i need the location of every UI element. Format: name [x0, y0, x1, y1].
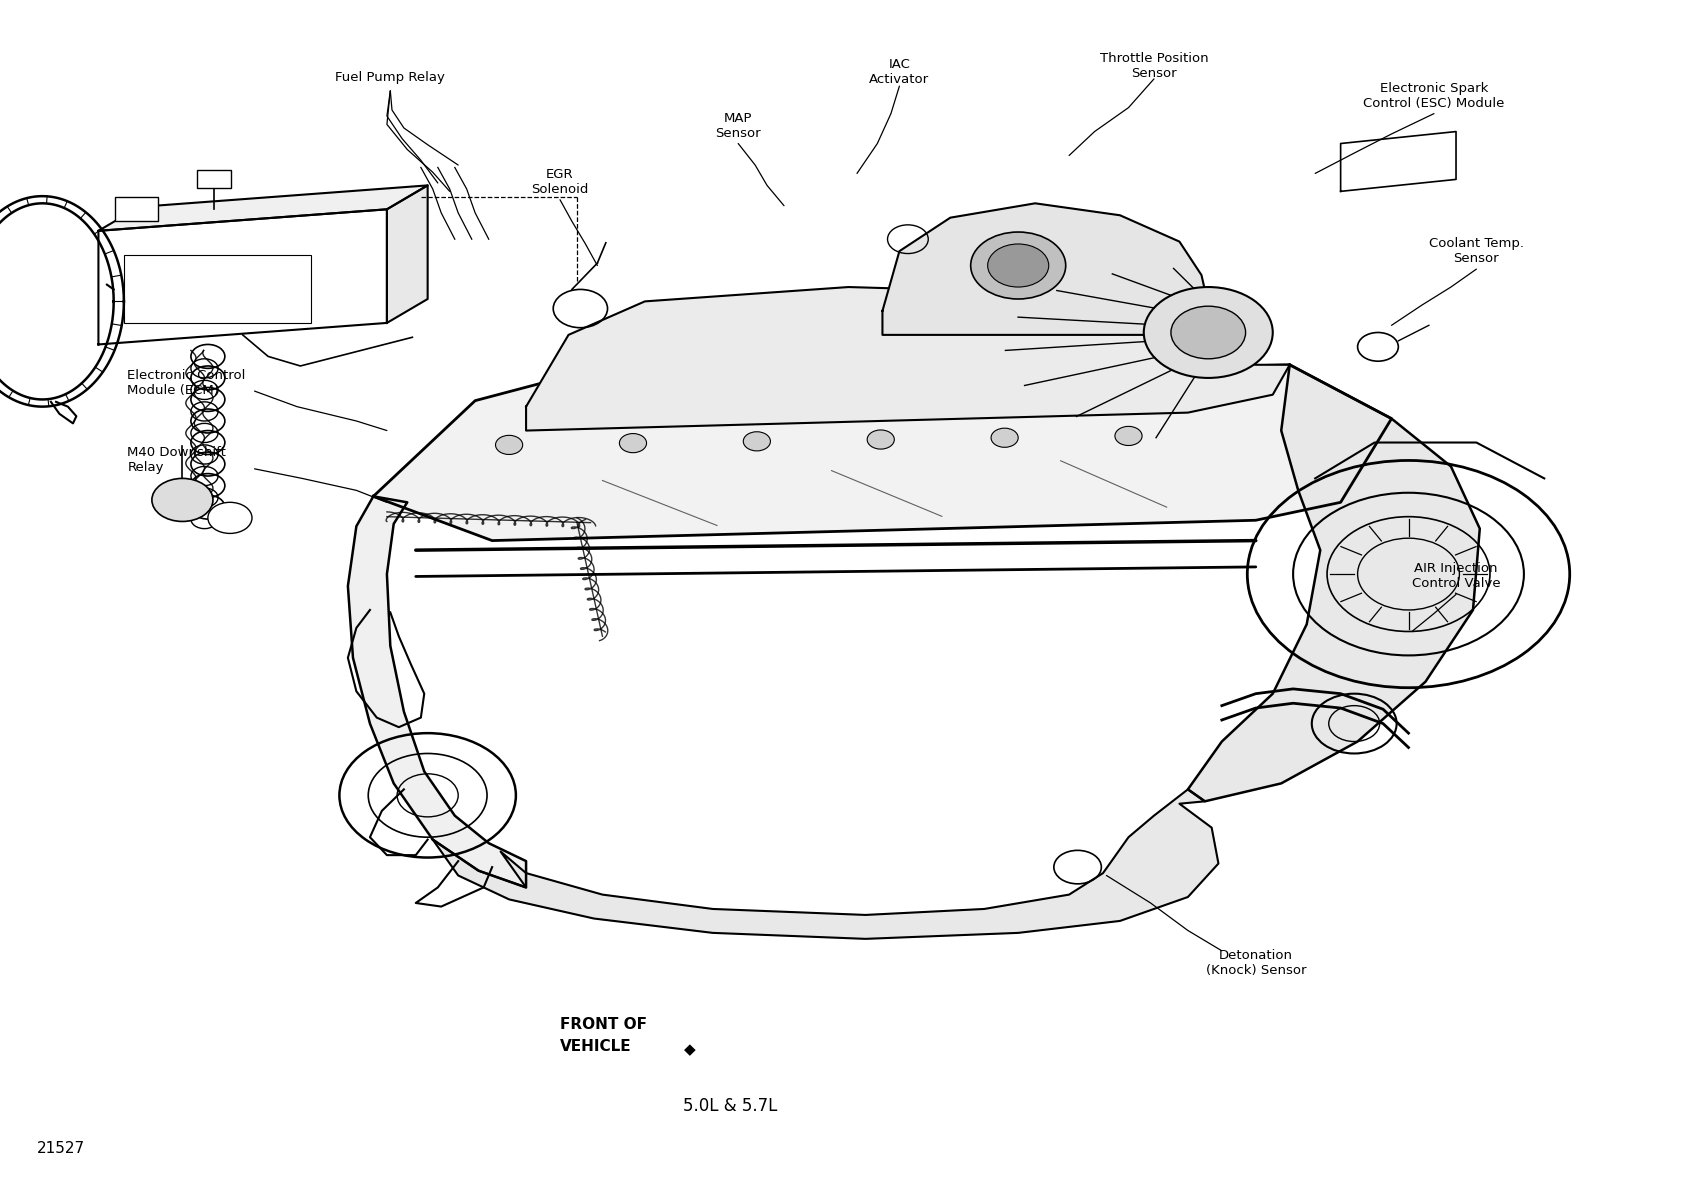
- Circle shape: [496, 435, 523, 454]
- Text: Fuel Pump Relay: Fuel Pump Relay: [336, 72, 445, 84]
- Text: Electronic Control
Module (ECM): Electronic Control Module (ECM): [127, 368, 246, 397]
- Circle shape: [619, 434, 647, 453]
- Circle shape: [1171, 306, 1246, 359]
- Polygon shape: [1188, 365, 1480, 801]
- Text: 21527: 21527: [37, 1141, 85, 1155]
- Circle shape: [867, 431, 894, 450]
- Polygon shape: [387, 185, 428, 323]
- Text: Throttle Position
Sensor: Throttle Position Sensor: [1100, 51, 1208, 80]
- Circle shape: [1115, 427, 1142, 446]
- Polygon shape: [348, 496, 526, 887]
- Text: Detonation
(Knock) Sensor: Detonation (Knock) Sensor: [1205, 948, 1307, 977]
- Circle shape: [153, 478, 214, 521]
- Text: AIR Injection
Control Valve: AIR Injection Control Valve: [1412, 562, 1500, 591]
- Circle shape: [209, 502, 253, 533]
- Circle shape: [1144, 287, 1273, 378]
- Polygon shape: [98, 185, 428, 231]
- Text: M40 Downshift
Relay: M40 Downshift Relay: [127, 446, 226, 475]
- Polygon shape: [98, 209, 387, 344]
- Circle shape: [743, 432, 770, 451]
- Circle shape: [991, 428, 1018, 447]
- Text: MAP
Sensor: MAP Sensor: [716, 111, 760, 140]
- Text: EGR
Solenoid: EGR Solenoid: [531, 167, 589, 196]
- Circle shape: [988, 244, 1049, 287]
- Text: VEHICLE: VEHICLE: [560, 1039, 631, 1054]
- Bar: [124, 255, 312, 323]
- Polygon shape: [1341, 132, 1456, 191]
- Polygon shape: [882, 203, 1208, 335]
- Bar: [197, 170, 231, 188]
- Circle shape: [971, 232, 1066, 299]
- Bar: [115, 197, 158, 221]
- Text: IAC
Activator: IAC Activator: [869, 57, 930, 86]
- Text: 5.0L & 5.7L: 5.0L & 5.7L: [682, 1097, 777, 1116]
- Polygon shape: [526, 287, 1290, 431]
- Text: ◆: ◆: [684, 1043, 696, 1057]
- Text: Electronic Spark
Control (ESC) Module: Electronic Spark Control (ESC) Module: [1363, 81, 1505, 110]
- Text: FRONT OF: FRONT OF: [560, 1018, 647, 1032]
- Polygon shape: [373, 365, 1392, 541]
- Polygon shape: [433, 789, 1218, 939]
- Text: Coolant Temp.
Sensor: Coolant Temp. Sensor: [1429, 237, 1524, 266]
